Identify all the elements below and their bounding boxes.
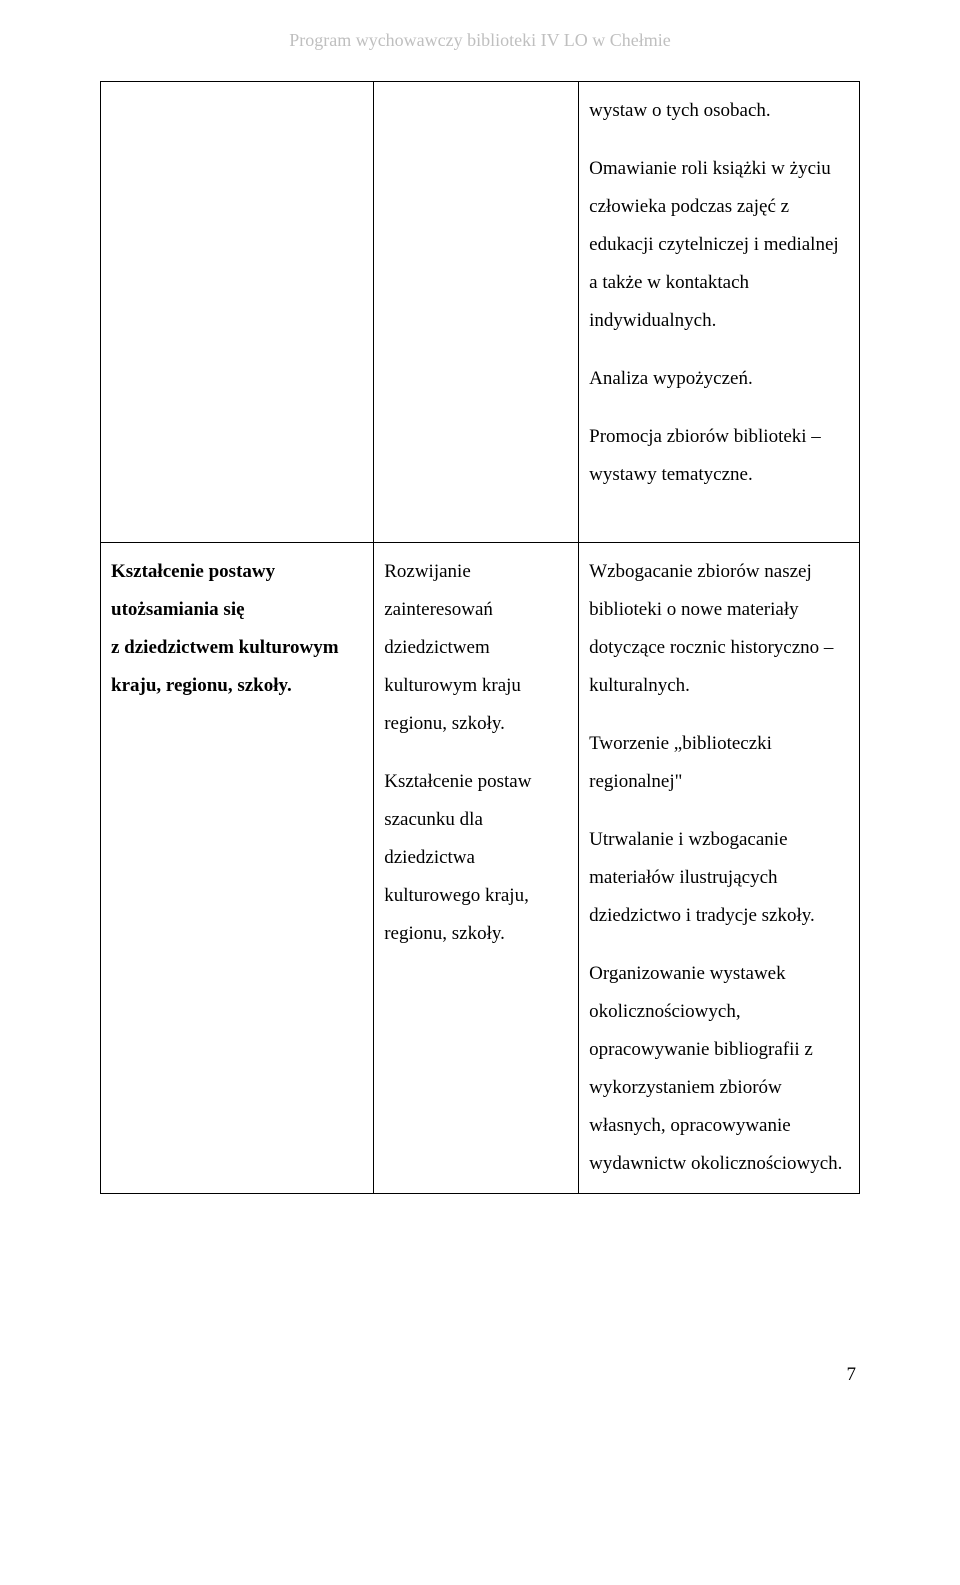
paragraph: Omawianie roli książki w życiu człowieka… — [589, 150, 849, 340]
paragraph: Utrwalanie i wzbogacanie materiałów ilus… — [589, 821, 849, 935]
paragraph-spacer — [589, 494, 849, 532]
paragraph: Promocja zbiorów biblioteki – wystawy te… — [589, 418, 849, 494]
table-cell — [101, 82, 374, 543]
paragraph: Wzbogacanie zbiorów naszej biblioteki o … — [589, 553, 849, 705]
table-cell: wystaw o tych osobach. Omawianie roli ks… — [579, 82, 860, 543]
paragraph: Tworzenie „biblioteczki regionalnej" — [589, 725, 849, 801]
table-row: Kształcenie postawy utożsamiania się z d… — [101, 543, 860, 1194]
table-cell: Rozwijanie zainteresowań dziedzictwem ku… — [374, 543, 579, 1194]
page-number: 7 — [100, 1364, 860, 1386]
paragraph: wystaw o tych osobach. — [589, 92, 849, 130]
bold-text: Kształcenie postawy utożsamiania się — [111, 561, 275, 620]
page-container: Program wychowawczy biblioteki IV LO w C… — [0, 0, 960, 1426]
table-row: wystaw o tych osobach. Omawianie roli ks… — [101, 82, 860, 543]
paragraph: Kształcenie postaw szacunku dla dziedzic… — [384, 763, 568, 953]
page-header: Program wychowawczy biblioteki IV LO w C… — [100, 30, 860, 51]
table-cell: Kształcenie postawy utożsamiania się z d… — [101, 543, 374, 1194]
paragraph: Rozwijanie zainteresowań dziedzictwem ku… — [384, 553, 568, 743]
table-cell: Wzbogacanie zbiorów naszej biblioteki o … — [579, 543, 860, 1194]
content-table: wystaw o tych osobach. Omawianie roli ks… — [100, 81, 860, 1194]
table-cell — [374, 82, 579, 543]
paragraph: Kształcenie postawy utożsamiania się z d… — [111, 553, 363, 705]
bold-text: z dziedzictwem kulturowym kraju, regionu… — [111, 637, 339, 696]
paragraph: Organizowanie wystawek okolicznościowych… — [589, 955, 849, 1183]
paragraph: Analiza wypożyczeń. — [589, 360, 849, 398]
